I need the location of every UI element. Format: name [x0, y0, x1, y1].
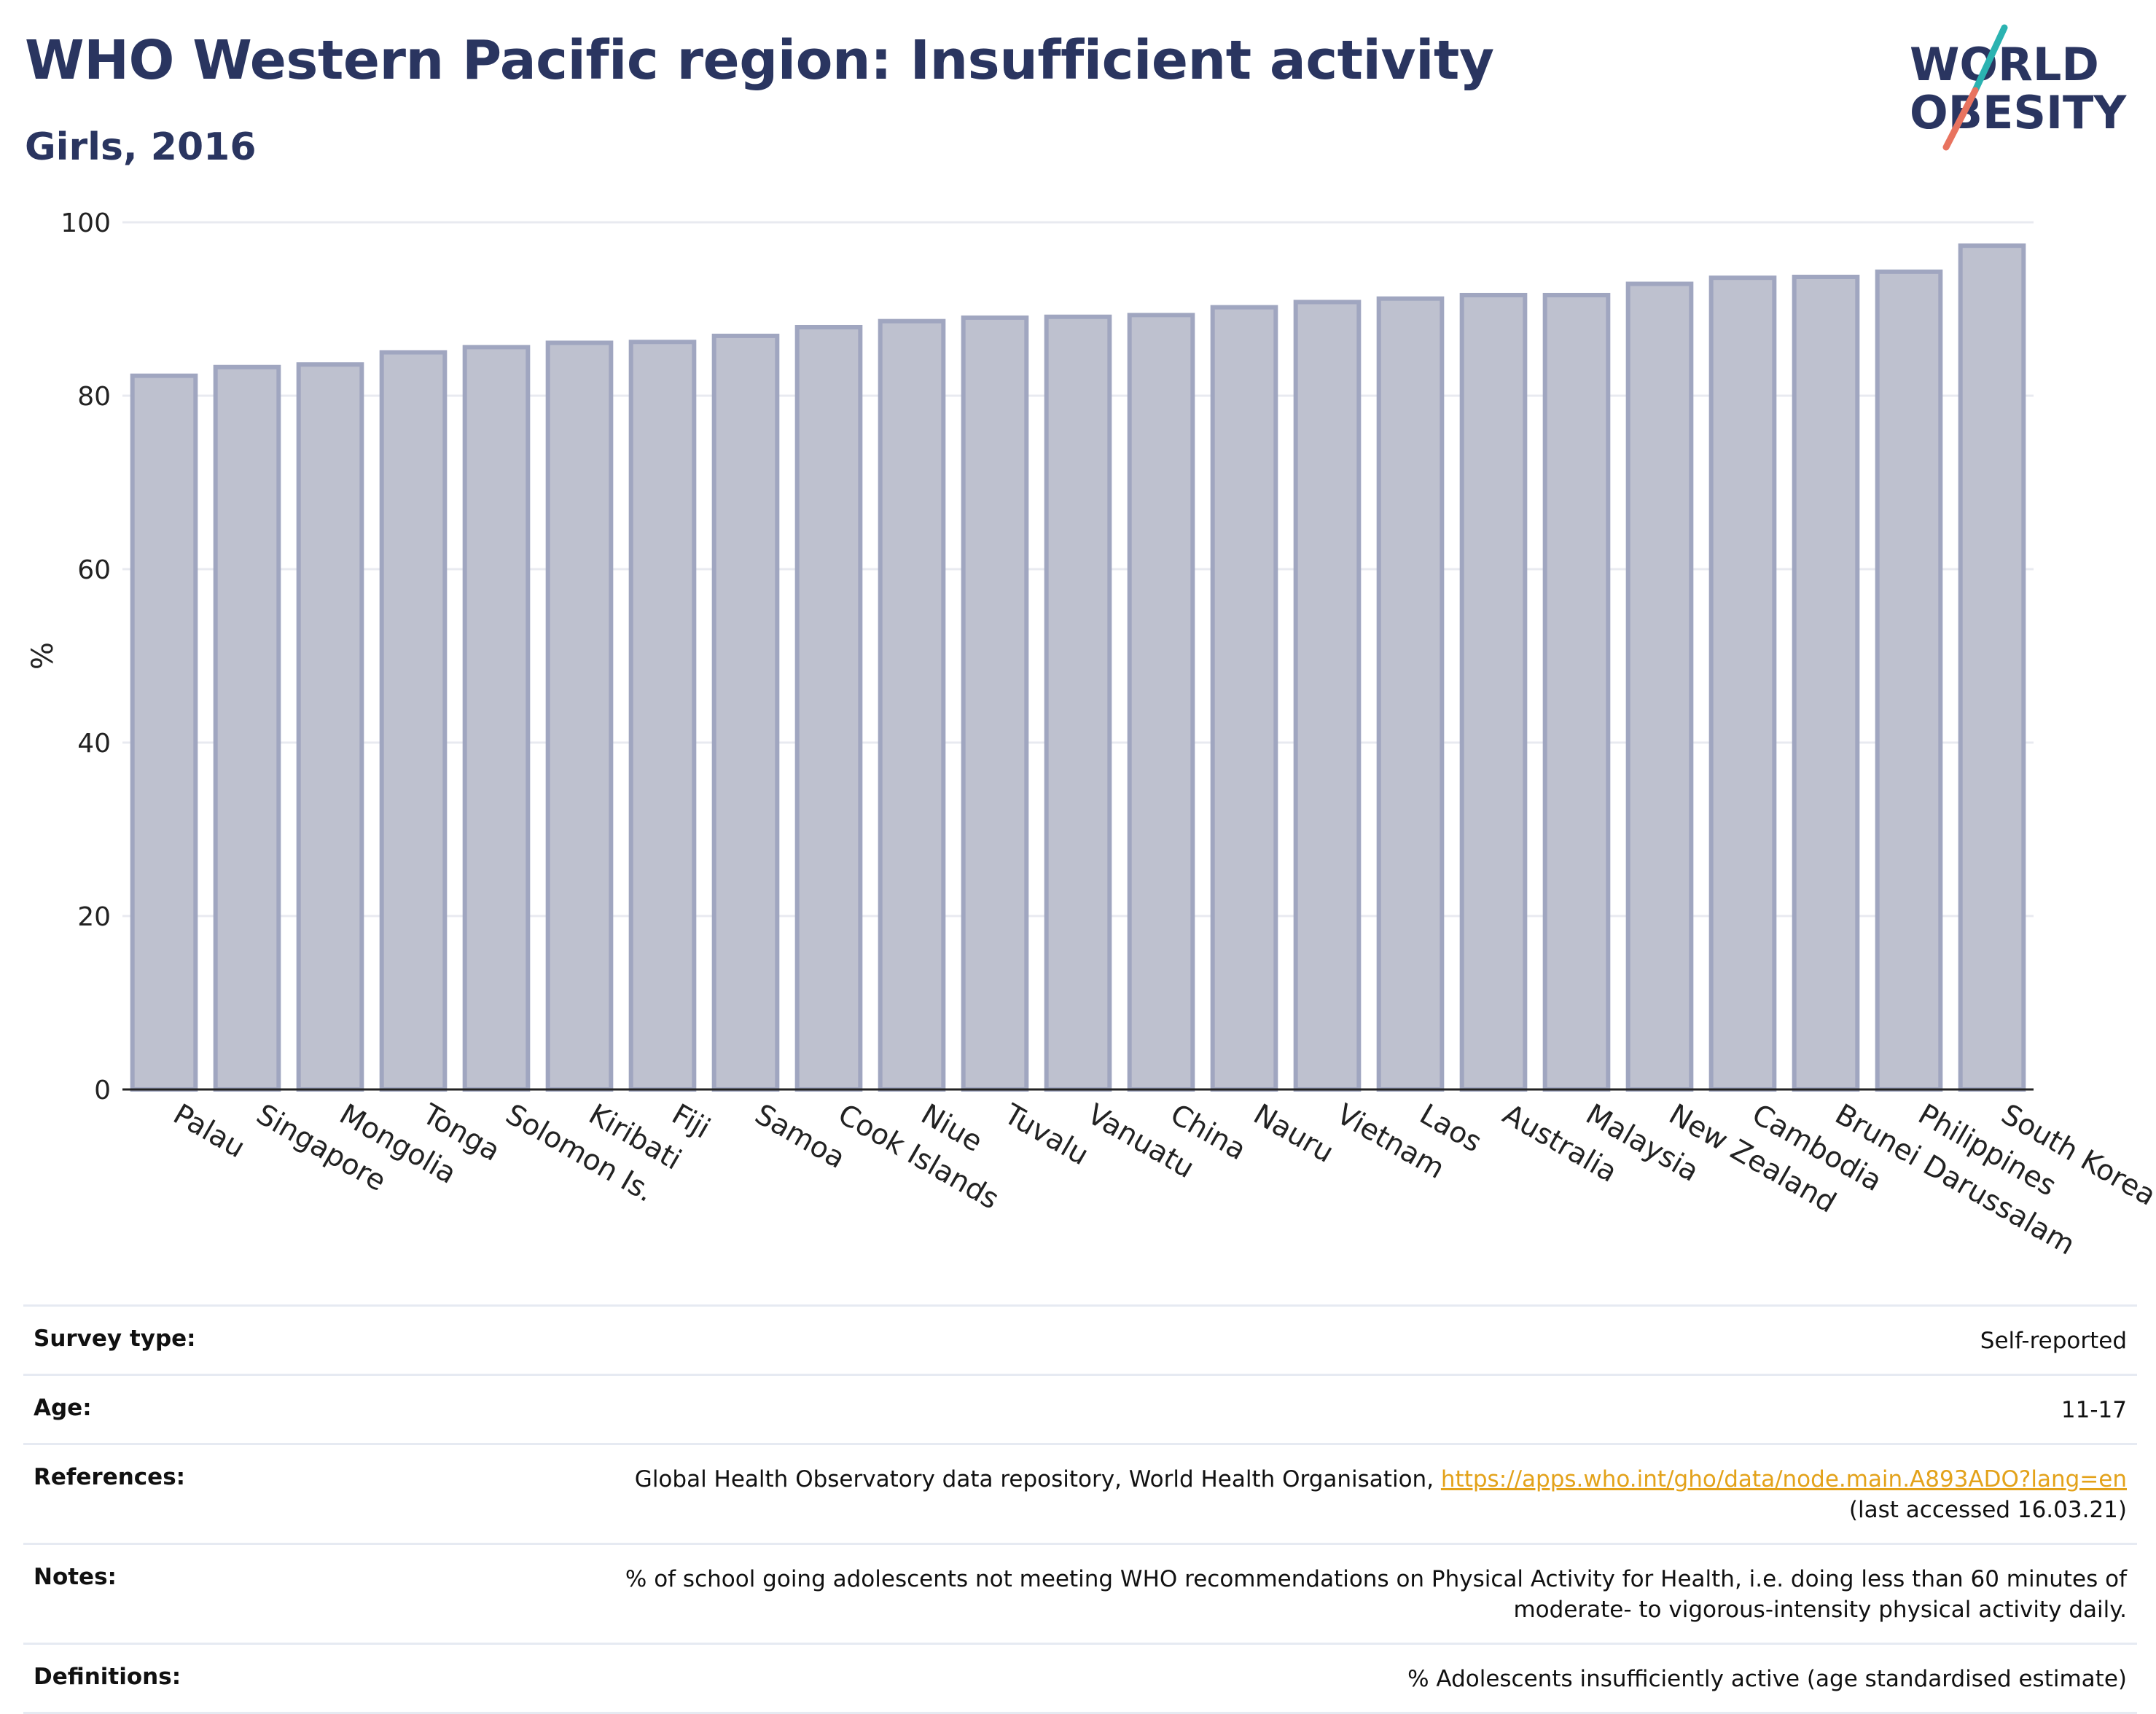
logo-slash-bottom	[1942, 87, 1979, 151]
bar	[1459, 292, 1528, 1092]
age-value: 11-17	[2061, 1397, 2127, 1423]
bar	[794, 324, 863, 1092]
references-label: References:	[34, 1464, 186, 1490]
bar	[1127, 313, 1195, 1092]
x-tick-label: Fiji	[666, 1098, 716, 1146]
info-row-definitions: Definitions: % Adolescents insufficientl…	[23, 1643, 2137, 1714]
notes-value: % of school going adolescents not meetin…	[625, 1564, 2127, 1625]
definitions-label: Definitions:	[34, 1664, 181, 1690]
bar	[711, 333, 780, 1092]
info-row-notes: Notes: % of school going adolescents not…	[23, 1543, 2137, 1643]
references-value: Global Health Observatory data repositor…	[635, 1464, 2127, 1525]
references-link[interactable]: https://apps.who.int/gho/data/node.main.…	[1440, 1466, 2127, 1492]
bar	[1293, 300, 1362, 1092]
y-tick-label: 60	[77, 555, 111, 585]
y-axis-label: %	[26, 642, 60, 670]
x-tick-label: Palau	[168, 1098, 251, 1165]
logo-line2: OBESITY	[1910, 86, 2127, 139]
page-subtitle: Girls, 2016	[25, 125, 257, 169]
bar	[1542, 292, 1611, 1092]
age-label: Age:	[34, 1395, 92, 1421]
notes-line1: % of school going adolescents not meetin…	[625, 1566, 2127, 1592]
bar	[1792, 274, 1860, 1092]
info-row-survey-type: Survey type: Self-reported	[23, 1304, 2137, 1374]
y-tick-label: 20	[77, 902, 111, 932]
info-table: Survey type: Self-reported Age: 11-17 Re…	[23, 1304, 2137, 1714]
page-title: WHO Western Pacific region: Insufficient…	[25, 29, 1494, 92]
bar	[1044, 314, 1112, 1092]
bar	[462, 345, 531, 1092]
y-tick-label: 0	[94, 1076, 111, 1106]
survey-type-value: Self-reported	[1980, 1328, 2127, 1354]
bar	[545, 340, 614, 1092]
bar	[130, 373, 198, 1092]
bar	[1376, 296, 1445, 1092]
bar	[1708, 275, 1777, 1092]
x-tick-label: Nauru	[1248, 1098, 1339, 1170]
y-tick-label: 100	[60, 208, 111, 238]
survey-type-label: Survey type:	[34, 1326, 196, 1352]
notes-label: Notes:	[34, 1564, 117, 1590]
x-tick-label: Samoa	[749, 1098, 851, 1175]
bar	[1625, 281, 1694, 1092]
bar	[961, 315, 1029, 1092]
logo-line1: WORLD	[1910, 38, 2099, 91]
definitions-value: % Adolescents insufficiently active (age…	[1407, 1666, 2127, 1692]
bar	[379, 350, 448, 1092]
world-obesity-logo: WORLD OBESITY	[1910, 24, 2127, 151]
info-row-age: Age: 11-17	[23, 1374, 2137, 1443]
notes-line2: moderate- to vigorous-intensity physical…	[1513, 1597, 2127, 1623]
bar	[628, 340, 697, 1092]
logo-slash-top	[1972, 24, 2008, 94]
references-accessed: (last accessed 16.03.21)	[1848, 1497, 2127, 1523]
x-tick-label: Tuvalu	[998, 1097, 1094, 1172]
info-row-references: References: Global Health Observatory da…	[23, 1443, 2137, 1543]
bar	[213, 364, 281, 1092]
bar	[878, 318, 946, 1092]
bar	[296, 362, 364, 1092]
bar	[1958, 243, 2026, 1092]
bar	[1875, 269, 1943, 1092]
y-tick-label: 80	[77, 382, 111, 412]
x-tick-label: Cook Islands	[832, 1098, 1004, 1216]
bar	[1210, 305, 1278, 1092]
y-tick-label: 40	[77, 729, 111, 759]
references-text: Global Health Observatory data repositor…	[634, 1466, 1441, 1492]
